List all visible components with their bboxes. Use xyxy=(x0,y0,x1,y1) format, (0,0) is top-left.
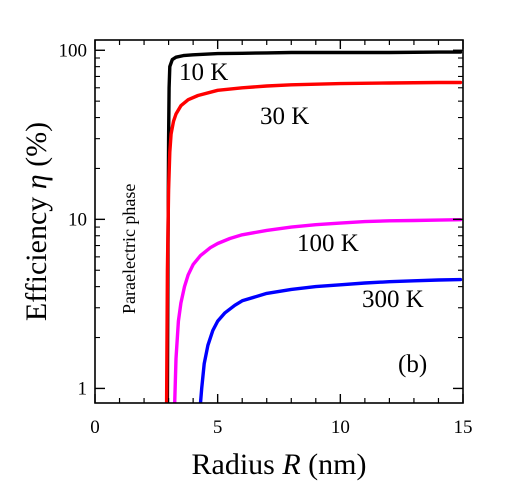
y-tick-label-1: 10 xyxy=(68,209,87,230)
y-tick-label-0: 1 xyxy=(78,378,88,399)
series-line-0 xyxy=(165,50,463,403)
series-line-1 xyxy=(164,80,463,403)
x-tick-label-1: 5 xyxy=(213,417,223,438)
annotation-layer: 10 K 30 K 100 K 300 K Paraelectric phase (b) xyxy=(119,59,427,378)
panel-label: (b) xyxy=(398,351,427,378)
paraelectric-phase-label: Paraelectric phase xyxy=(119,184,139,314)
y-tick-label-2: 100 xyxy=(59,40,88,61)
series-label-3: 300 K xyxy=(362,286,424,313)
series-line-2 xyxy=(173,218,463,403)
x-tick-label-2: 10 xyxy=(331,417,350,438)
y-axis-title: Efficiency η (%) xyxy=(20,122,53,321)
plot-frame xyxy=(94,39,464,404)
x-axis-title: Radius R (nm) xyxy=(192,448,367,481)
series-layer xyxy=(164,50,463,403)
series-label-2: 100 K xyxy=(297,230,359,257)
axis-title-layer: Radius R (nm) Efficiency η (%) xyxy=(20,122,367,481)
series-line-3 xyxy=(198,277,463,403)
series-label-1: 30 K xyxy=(260,103,309,130)
x-tick-label-3: 15 xyxy=(454,417,473,438)
x-tick-label-0: 0 xyxy=(90,417,100,438)
series-label-0: 10 K xyxy=(179,59,228,86)
